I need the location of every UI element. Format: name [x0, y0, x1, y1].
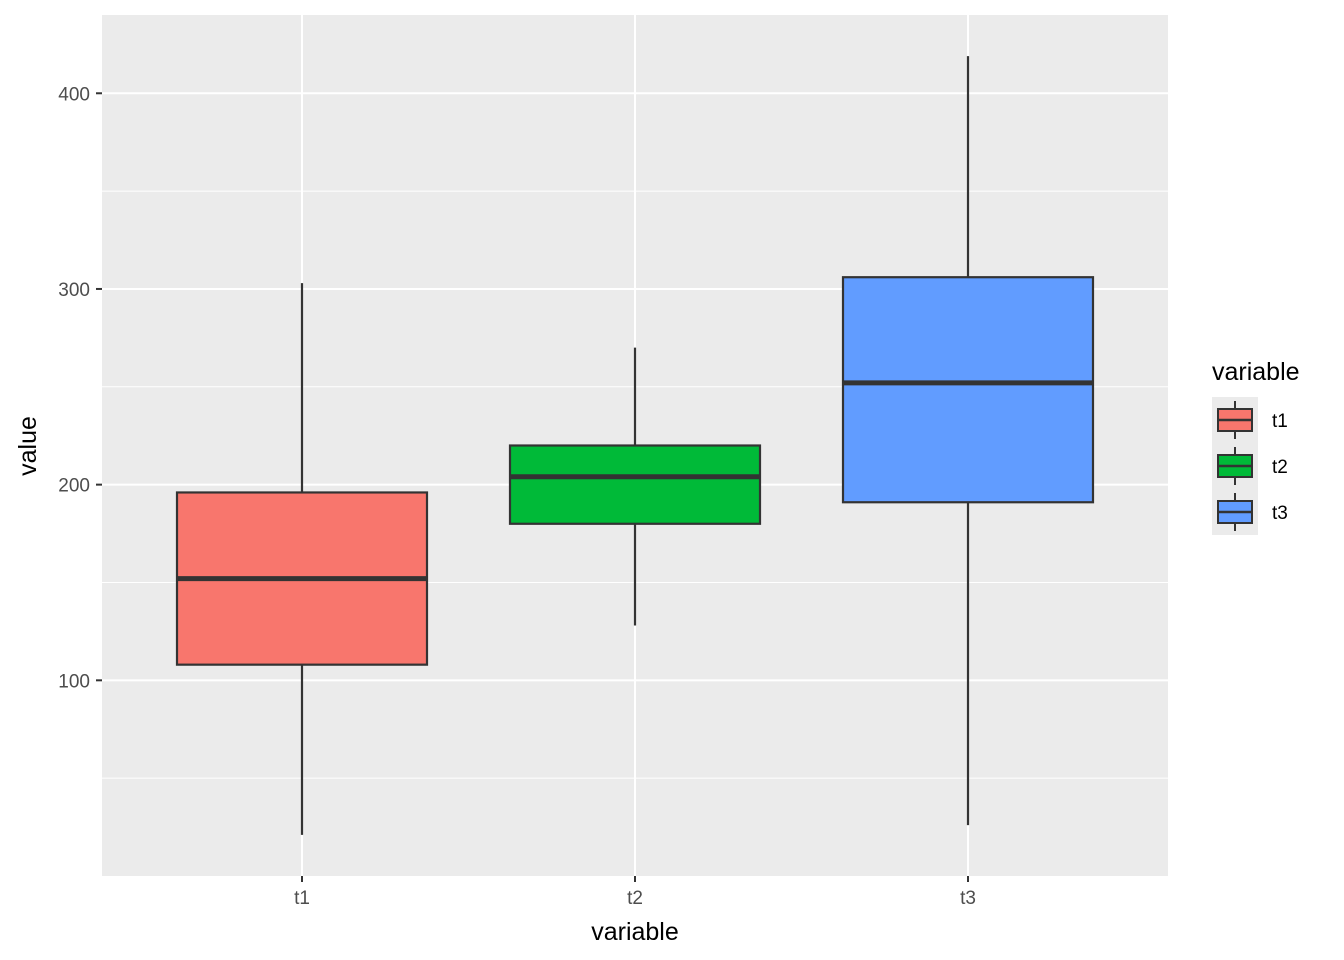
legend-label: t1 — [1272, 411, 1288, 432]
y-tick-label: 400 — [58, 84, 90, 105]
y-tick-label: 200 — [58, 476, 90, 497]
boxes — [175, 56, 1095, 835]
x-tick-label: t1 — [294, 888, 310, 909]
y-axis: 100 200 300 400 — [58, 84, 102, 692]
legend-item-t2: t2 — [1212, 443, 1288, 489]
box-rect — [841, 276, 1095, 504]
legend-label: t2 — [1272, 457, 1288, 478]
legend-title: variable — [1212, 358, 1300, 386]
box-rect — [508, 444, 762, 525]
legend-item-t1: t1 — [1212, 397, 1288, 443]
x-axis: t1 t2 t3 — [294, 876, 976, 909]
box-t1 — [175, 283, 429, 835]
legend-item-t3: t3 — [1212, 489, 1288, 535]
y-axis-title: value — [14, 416, 42, 476]
box-t3 — [841, 56, 1095, 826]
x-tick-label: t3 — [960, 888, 976, 909]
box-t2 — [508, 347, 762, 626]
legend: variable t1 t2 t3 — [1212, 358, 1300, 535]
y-tick-label: 300 — [58, 280, 90, 301]
x-tick-label: t2 — [627, 888, 643, 909]
y-tick-label: 100 — [58, 671, 90, 692]
x-axis-title: variable — [591, 918, 679, 946]
legend-label: t3 — [1272, 503, 1288, 524]
